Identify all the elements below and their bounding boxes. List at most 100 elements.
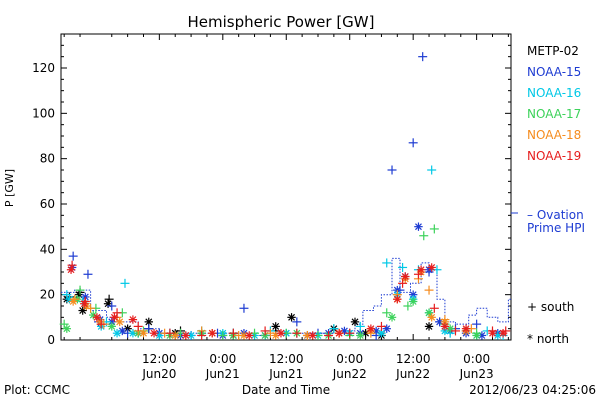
north-point [401, 272, 410, 281]
north-point [408, 297, 418, 306]
north-point [350, 317, 360, 327]
south-point [398, 262, 408, 272]
south-point [382, 258, 392, 268]
south-point [120, 278, 130, 288]
north-point [424, 308, 434, 317]
north-point [308, 331, 317, 340]
north-point [498, 329, 508, 338]
legend-item: NOAA-19 [527, 149, 581, 163]
south-point [424, 285, 434, 295]
legend-item: NOAA-18 [527, 128, 581, 142]
chart-title: Hemispheric Power [GW] [188, 13, 375, 31]
footer-timestamp: 2012/06/23 04:25:06 [469, 383, 596, 397]
north-point [107, 322, 116, 331]
south-point [62, 290, 72, 300]
x-tick-label-date: Jun21 [268, 367, 303, 381]
south-point [292, 317, 302, 327]
x-tick-label-date: Jun22 [395, 367, 430, 381]
legend-north: * north [527, 332, 569, 346]
south-point [413, 269, 423, 279]
x-tick-label-time: 0:00 [336, 352, 363, 366]
north-point [276, 329, 286, 338]
x-tick-label-date: Jun20 [141, 367, 176, 381]
south-point [329, 324, 339, 334]
x-tick-label-date: Jun21 [205, 367, 240, 381]
north-point [139, 329, 148, 338]
north-point [461, 324, 471, 333]
north-point [68, 297, 78, 306]
north-point [472, 331, 481, 340]
legend: METP-02 NOAA-15 NOAA-16 NOAA-17 NOAA-18 NOAA-… [511, 44, 585, 346]
south-point [355, 321, 365, 331]
y-tick-label: 80 [40, 152, 55, 166]
south-point [419, 231, 429, 241]
south-point [133, 321, 143, 331]
north-point [488, 329, 497, 338]
south-point [387, 165, 397, 175]
legend-ovation-line2: Prime HPI [527, 221, 585, 235]
x-axis: 12:00Jun200:00Jun2112:00Jun210:00Jun2212… [63, 34, 509, 381]
south-point [197, 330, 207, 340]
south-point [112, 308, 122, 318]
x-tick-label-time: 12:00 [396, 352, 431, 366]
south-point [429, 224, 439, 234]
north-point [208, 329, 217, 338]
south-point [429, 303, 439, 313]
south-point [228, 328, 238, 338]
north-point [366, 324, 376, 333]
north-point [287, 313, 296, 322]
legend-item: METP-02 [527, 44, 579, 58]
north-point [110, 313, 119, 322]
north-point [80, 299, 89, 308]
south-point [107, 301, 117, 311]
north-point [181, 331, 190, 340]
north-point [62, 324, 72, 333]
y-tick-label: 100 [32, 106, 55, 120]
south-point [324, 330, 334, 340]
north-point [424, 322, 434, 331]
north-point [103, 299, 113, 308]
plot-frame [60, 33, 512, 341]
south-point [144, 324, 154, 334]
x-tick-label-date: Jun22 [332, 367, 367, 381]
y-tick-label: 60 [40, 197, 55, 211]
south-point [427, 165, 437, 175]
y-axis-label: P [GW] [3, 169, 16, 207]
north-point [356, 331, 365, 340]
north-point [112, 329, 122, 338]
north-point [387, 313, 397, 322]
x-tick-label-time: 0:00 [463, 352, 490, 366]
north-point [440, 322, 450, 331]
south-point [472, 319, 482, 329]
south-point [292, 328, 302, 338]
x-tick-label-time: 0:00 [209, 352, 236, 366]
north-point [171, 331, 180, 340]
south-point [96, 319, 106, 329]
x-tick-label-time: 12:00 [142, 352, 177, 366]
south-point [83, 269, 93, 279]
y-tick-label: 120 [32, 61, 55, 75]
south-point [239, 303, 249, 313]
x-axis-label: Date and Time [242, 383, 330, 397]
north-point [393, 295, 402, 304]
north-point [334, 329, 344, 338]
north-point [66, 265, 76, 274]
legend-item: NOAA-16 [527, 86, 581, 100]
north-point [149, 329, 159, 338]
south-point [345, 328, 355, 338]
south-point [165, 328, 175, 338]
series-noaa-19 [66, 260, 511, 340]
legend-satellites: METP-02 NOAA-15 NOAA-16 NOAA-17 NOAA-18 NOAA-… [527, 44, 581, 163]
x-tick-label-date: Jun23 [459, 367, 494, 381]
y-tick-label: 0 [47, 333, 55, 347]
x-tick-label-time: 12:00 [269, 352, 304, 366]
south-point [418, 52, 428, 62]
data-points-layer [59, 52, 511, 340]
legend-ovation-line1: – Ovation [527, 208, 584, 222]
north-point [128, 315, 138, 324]
south-point [403, 301, 413, 311]
south-point [408, 138, 418, 148]
